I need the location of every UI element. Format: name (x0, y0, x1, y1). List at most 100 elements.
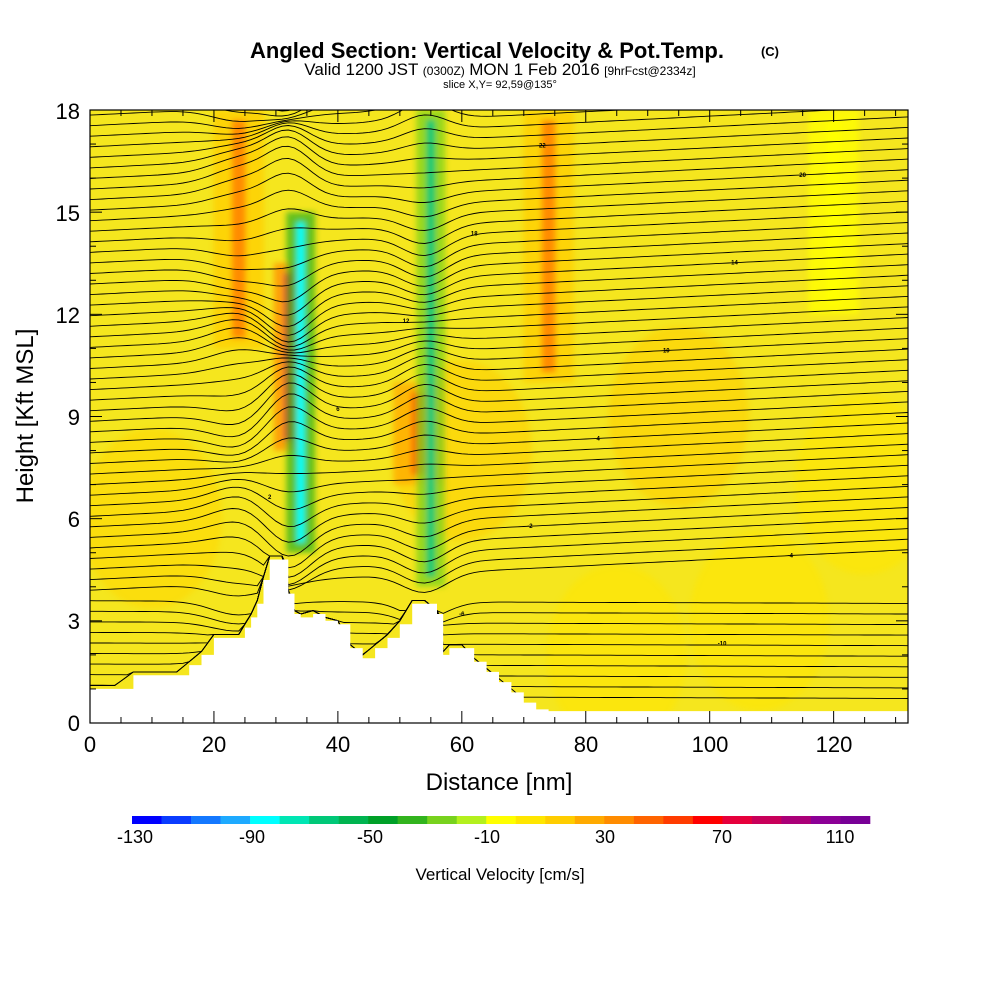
colorbar-swatch (781, 816, 812, 824)
isentrope-label: 12 (403, 319, 410, 325)
isentrope-line (90, 496, 908, 557)
colorbar-swatch (751, 816, 782, 824)
colorbar-swatch (250, 816, 280, 824)
isentrope-line (90, 443, 908, 486)
x-tick-label: 60 (450, 732, 474, 757)
isentrope-line (90, 528, 908, 586)
colorbar-swatch (574, 816, 605, 824)
colorbar-swatch (515, 816, 546, 824)
isentrope-line (90, 243, 908, 303)
isentrope-line (90, 517, 908, 578)
isentrope-line (90, 555, 908, 636)
colorbar-tick-label: -90 (239, 827, 265, 847)
isentrope-line (90, 327, 908, 369)
isentrope-line (90, 232, 908, 287)
isentrope-line (90, 274, 908, 336)
colorbar (132, 816, 871, 824)
isentrope-label: 6 (336, 407, 340, 413)
colorbar-swatch (368, 816, 398, 824)
y-tick-label: 9 (68, 405, 80, 430)
isentrope-line (90, 317, 908, 359)
y-tick-label: 12 (56, 303, 80, 328)
isentrope-line (90, 464, 908, 511)
colorbar-swatch (604, 816, 635, 824)
y-tick-label: 3 (68, 609, 80, 634)
isentrope-line (90, 507, 908, 569)
isentrope-label: -10 (718, 641, 727, 647)
valid-utc: (0300Z) (423, 64, 465, 78)
chart-title-unit: (C) (761, 44, 779, 59)
isentrope-line (90, 200, 908, 244)
isentrope-label: -6 (459, 612, 465, 618)
isentrope-line (90, 369, 908, 412)
isentrope-line (90, 145, 908, 190)
isentrope-line (90, 475, 908, 528)
isentrope-line (90, 454, 908, 496)
forecast-info: [9hrFcst@2334z] (604, 64, 696, 78)
isentrope-line (90, 401, 908, 448)
velocity-patch (794, 394, 908, 575)
velocity-patch (689, 530, 830, 711)
colorbar-swatch (633, 816, 664, 824)
colorbar-swatch (840, 816, 871, 824)
colorbar-label: Vertical Velocity [cm/s] (415, 865, 584, 884)
x-tick-labels: 0 20 40 60 80 100 120 (84, 732, 852, 757)
isentrope-line (90, 211, 908, 257)
isentrope-line (90, 538, 908, 591)
isentrope-line (90, 126, 908, 169)
colorbar-swatch (338, 816, 369, 824)
isentrope-line (90, 190, 908, 232)
velocity-patch (608, 326, 749, 507)
isentrope-label: -2 (527, 524, 533, 530)
axis-ticks (89, 109, 908, 724)
velocity-core (826, 120, 841, 305)
valid-date: MON 1 Feb 2016 (469, 60, 599, 79)
colorbar-swatch (161, 816, 192, 824)
plot-area: -10 -6 -4 -2 2 4 6 10 12 14 18 20 22 (90, 110, 908, 723)
colorbar-swatch (132, 816, 162, 824)
colorbar-tick-label: 110 (826, 827, 855, 847)
colorbar-swatch (810, 816, 841, 824)
colorbar-swatch (427, 816, 458, 824)
colorbar-swatch (456, 816, 487, 824)
isentrope-line (90, 136, 908, 179)
x-tick-label: 100 (692, 732, 729, 757)
velocity-patch (90, 428, 222, 609)
colorbar-swatch (220, 816, 251, 824)
isentrope-label: 14 (731, 261, 738, 267)
slice-info: slice X,Y= 92,59@135° (443, 79, 557, 91)
isentrope-line (90, 380, 908, 425)
isentrope-labels: -10 -6 -4 -2 2 4 6 10 12 14 18 20 22 (268, 144, 807, 648)
colorbar-tick-label: -10 (474, 827, 500, 847)
isentrope-line (90, 390, 908, 438)
updraft-band (213, 110, 264, 349)
colorbar-tick-labels: -130 -90 -50 -10 30 70 110 (117, 827, 854, 847)
velocity-core (231, 120, 246, 339)
y-axis-label: Height [Kft MSL] (12, 329, 39, 504)
isentrope-line (90, 295, 908, 348)
chart-title: Angled Section: Vertical Velocity & Pot.… (250, 38, 724, 63)
velocity-core (541, 120, 556, 373)
y-tick-label: 15 (56, 201, 80, 226)
isentrope-label: 22 (539, 144, 546, 150)
isentrope-line (90, 359, 908, 401)
isentrope-line (90, 549, 908, 597)
isentrope-line (90, 116, 908, 158)
x-tick-label: 20 (202, 732, 226, 757)
isentrope-line (90, 169, 908, 211)
isentrope-label: 10 (663, 349, 670, 355)
x-tick-label: 40 (326, 732, 350, 757)
colorbar-swatch (545, 816, 576, 824)
isentrope-line (90, 264, 908, 327)
colorbar-tick-label: 30 (595, 827, 615, 847)
isentrope-line (90, 555, 908, 632)
isentrope-line (90, 157, 908, 201)
isentrope-label: 20 (799, 173, 806, 179)
y-tick-labels: 0 3 6 9 12 15 18 (56, 99, 80, 736)
valid-line: Valid 1200 JST (0300Z) MON 1 Feb 2016 [9… (304, 60, 695, 79)
isentrope-line (90, 222, 908, 271)
velocity-field (90, 110, 908, 723)
y-tick-label: 18 (56, 99, 80, 124)
isentrope-label: -4 (788, 554, 794, 560)
